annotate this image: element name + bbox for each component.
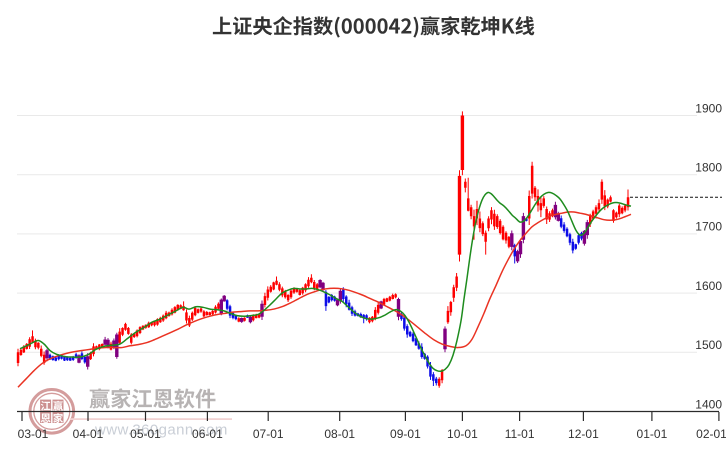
svg-text:1400: 1400 [695, 397, 722, 411]
svg-text:05-01: 05-01 [130, 427, 161, 441]
svg-text:04-01: 04-01 [73, 427, 104, 441]
svg-text:1600: 1600 [695, 279, 722, 293]
svg-text:09-01: 09-01 [390, 427, 421, 441]
svg-text:1700: 1700 [695, 220, 722, 234]
svg-text:11-01: 11-01 [505, 427, 535, 441]
svg-text:06-01: 06-01 [192, 427, 223, 441]
svg-text:01-01: 01-01 [637, 427, 668, 441]
svg-text:www.360gann.com: www.360gann.com [94, 422, 228, 439]
svg-text:1800: 1800 [695, 161, 722, 175]
svg-text:02-01: 02-01 [696, 427, 726, 441]
svg-text:1900: 1900 [695, 101, 722, 115]
svg-text:08-01: 08-01 [324, 427, 355, 441]
svg-text:10-01: 10-01 [447, 427, 478, 441]
svg-text:1500: 1500 [695, 338, 722, 352]
svg-text:03-01: 03-01 [18, 427, 49, 441]
svg-text:07-01: 07-01 [253, 427, 284, 441]
svg-text:12-01: 12-01 [568, 427, 599, 441]
